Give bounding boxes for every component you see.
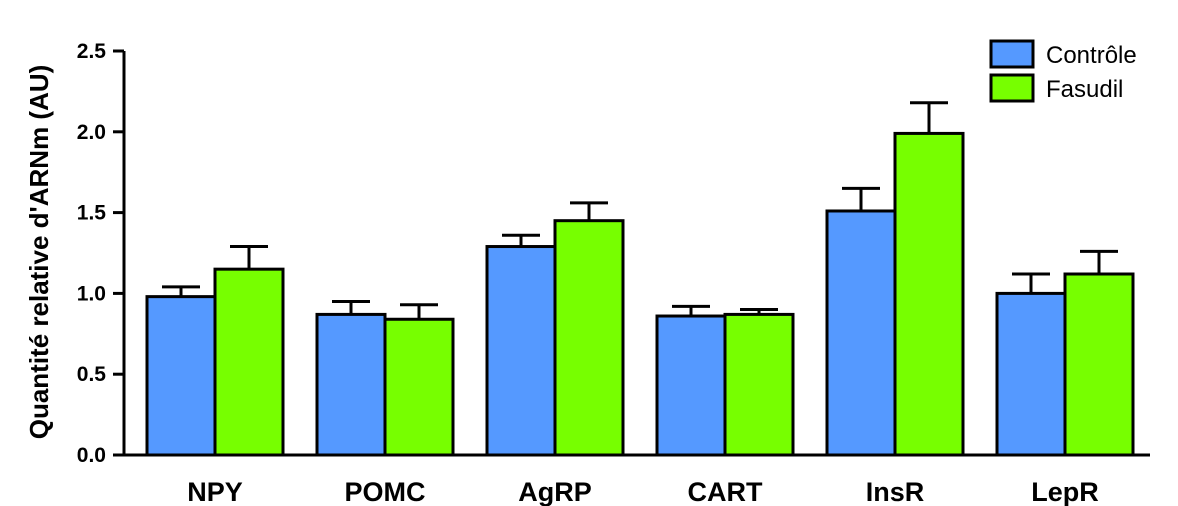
bar-contrle-lepr [995, 291, 1067, 457]
bar-fasudil-npy [213, 267, 285, 457]
legend-label: Contrôle [1046, 42, 1137, 69]
x-category-label: POMC [345, 477, 426, 506]
bar-fasudil-pomc [383, 317, 455, 457]
bar-fasudil-cart [723, 312, 795, 457]
axes [113, 49, 1150, 457]
x-category-label: NPY [187, 477, 243, 506]
bar-contrle-insr [825, 209, 897, 457]
y-tick-label: 0.0 [77, 444, 106, 467]
y-tick-label: 2.5 [77, 40, 107, 63]
bar-contrle-agrp [485, 245, 557, 457]
legend-swatch [989, 73, 1035, 103]
legend-label: Fasudil [1046, 76, 1123, 103]
y-tick-label: 2.0 [77, 121, 106, 144]
plot-area [145, 101, 1135, 457]
y-tick-labels: 0.0 0.5 1.0 1.5 2.0 2.5 [77, 40, 107, 467]
x-category-label: CART [688, 477, 763, 506]
y-axis-label: Quantité relative d'ARNm (AU) [24, 65, 54, 440]
bar-fasudil-lepr [1063, 272, 1135, 457]
legend-swatch [989, 39, 1035, 69]
x-category-label: LepR [1031, 477, 1099, 506]
bar-contrle-npy [145, 295, 217, 457]
x-category-labels: NPY POMC AgRP CART InsR LepR [187, 477, 1099, 506]
legend: Contrôle Fasudil [989, 39, 1137, 103]
x-category-label: AgRP [518, 477, 592, 506]
bar-fasudil-agrp [553, 219, 625, 457]
y-tick-label: 0.5 [77, 363, 107, 386]
y-tick-label: 1.5 [77, 202, 107, 225]
bar-contrle-pomc [315, 312, 387, 457]
bar-contrle-cart [655, 314, 727, 457]
y-tick-label: 1.0 [77, 282, 106, 305]
bar-fasudil-insr [893, 131, 965, 457]
x-category-label: InsR [866, 477, 925, 506]
